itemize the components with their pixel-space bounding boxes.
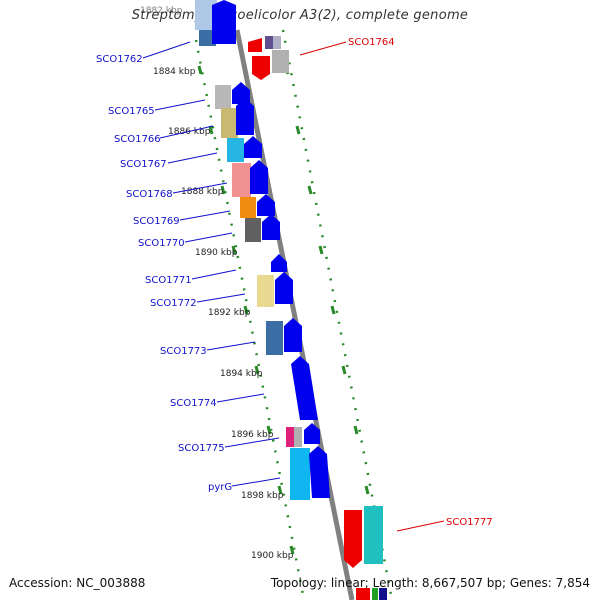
scale-label: 1896 kbp (231, 430, 274, 440)
red-arrows (248, 38, 362, 568)
genome-axis (234, 29, 355, 600)
scale-labels: 1882 kbp 1884 kbp 1886 kbp 1888 kbp 1890… (140, 6, 294, 561)
gene-label-sco1771[interactable]: SCO1771 (145, 275, 192, 286)
gene-label-sco1774[interactable]: SCO1774 (170, 398, 217, 409)
topology-label: Topology: linear; Length: 8,667,507 bp; … (270, 576, 590, 590)
scale-label: 1894 kbp (220, 369, 263, 379)
gene-label-sco1772[interactable]: SCO1772 (150, 298, 197, 309)
gene-arrow-sco1768[interactable] (250, 160, 268, 194)
feature-block-sco1773[interactable] (266, 321, 283, 355)
gene-arrow-sco1767[interactable] (244, 136, 262, 158)
feature-block-sco1767[interactable] (227, 138, 244, 162)
gene-arrows (212, 0, 330, 498)
feature-block-sco1772[interactable] (257, 275, 274, 307)
gene-label-sco1768[interactable]: SCO1768 (126, 189, 173, 200)
gene-label-sco1775[interactable]: SCO1775 (178, 443, 225, 454)
gene-arrow-pyrg[interactable] (309, 446, 330, 498)
gene-label-sco1766[interactable]: SCO1766 (114, 134, 161, 145)
gene-label-sco1777[interactable]: SCO1777 (446, 517, 493, 528)
scale-label: 1892 kbp (208, 308, 251, 318)
scale-label: 1890 kbp (195, 248, 238, 258)
gene-arrow-sco1765-b[interactable] (236, 98, 254, 135)
gene-label-sco1773[interactable]: SCO1773 (160, 346, 207, 357)
feature-block-sco1764-b[interactable] (273, 36, 281, 49)
gene-label-sco1767[interactable]: SCO1767 (120, 159, 167, 170)
scale-label: 1886 kbp (168, 127, 211, 137)
feature-block-sco1775[interactable] (286, 427, 295, 447)
gene-label-sco1764[interactable]: SCO1764 (348, 37, 395, 48)
feature-block-sco1762-b[interactable] (199, 30, 216, 46)
feature-block-sco1769[interactable] (240, 197, 256, 218)
gene-arrow-sco1774[interactable] (291, 356, 318, 420)
gene-arrow-sco1770[interactable] (262, 214, 280, 240)
feature-block-sco1770[interactable] (245, 218, 261, 242)
gene-arrow-sco1764-b[interactable] (252, 56, 270, 80)
scale-label: 1900 kbp (251, 551, 294, 561)
gene-arrow-sco1772[interactable] (275, 272, 293, 304)
leader-lines (142, 41, 445, 532)
feature-block-sco1764-c[interactable] (272, 50, 289, 73)
feature-block-sco1762[interactable] (195, 0, 217, 30)
scale-label: 1882 kbp (140, 6, 183, 16)
gene-arrow-sco1773[interactable] (284, 318, 302, 352)
feature-block-sco1777[interactable] (364, 506, 383, 564)
gene-arrow-sco1764[interactable] (248, 38, 262, 52)
gene-feature-blocks (195, 0, 383, 564)
feature-block-sco1768[interactable] (232, 163, 251, 197)
feature-block-sco1766[interactable] (221, 108, 238, 138)
gene-label-sco1770[interactable]: SCO1770 (138, 238, 185, 249)
gene-arrow-sco1771[interactable] (271, 254, 287, 272)
gene-label-sco1762[interactable]: SCO1762 (96, 54, 143, 65)
scale-label: 1888 kbp (181, 187, 224, 197)
gene-label-sco1765[interactable]: SCO1765 (108, 106, 155, 117)
gene-arrow-sco1775[interactable] (304, 423, 320, 444)
gene-arrow-sco1769[interactable] (257, 194, 275, 216)
feature-block-sco1775-b[interactable] (294, 427, 302, 447)
feature-block-sco1765[interactable] (215, 85, 231, 109)
gene-label-sco1769[interactable]: SCO1769 (133, 216, 180, 227)
gene-labels: SCO1762 SCO1764 SCO1765 SCO1766 SCO1767 … (96, 37, 493, 528)
scale-label: 1898 kbp (241, 491, 284, 501)
accession-label: Accession: NC_003888 (9, 576, 146, 590)
scale-label: 1884 kbp (153, 67, 196, 77)
gene-arrow-sco1762[interactable] (212, 0, 236, 44)
feature-block-pyrg[interactable] (290, 448, 310, 500)
feature-block-sco1764[interactable] (265, 36, 274, 49)
gene-arrow-sco1777[interactable] (344, 510, 362, 568)
bottom-edge-blocks (356, 588, 387, 600)
gene-label-pyrg[interactable]: pyrG (208, 482, 232, 493)
